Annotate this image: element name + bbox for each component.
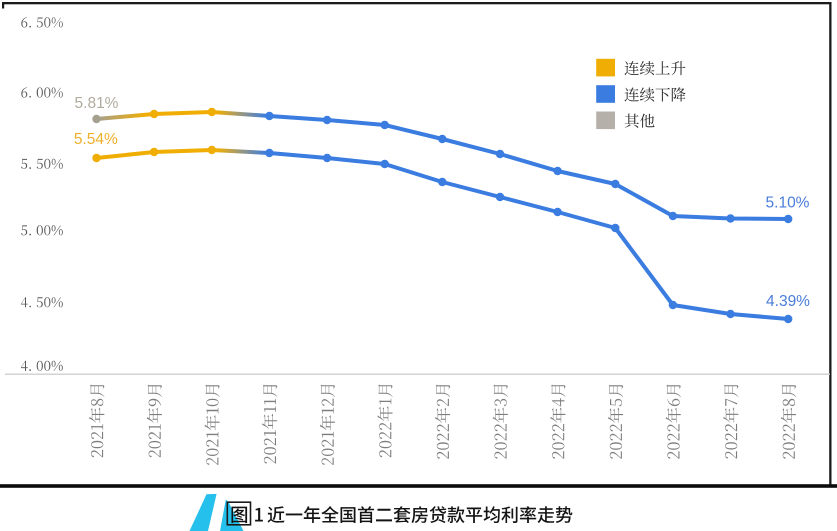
svg-text:5.81%: 5.81% [75, 95, 119, 112]
svg-text:4.39%: 4.39% [766, 293, 810, 310]
svg-text:5.10%: 5.10% [766, 195, 810, 212]
svg-text:5.54%: 5.54% [74, 131, 118, 148]
